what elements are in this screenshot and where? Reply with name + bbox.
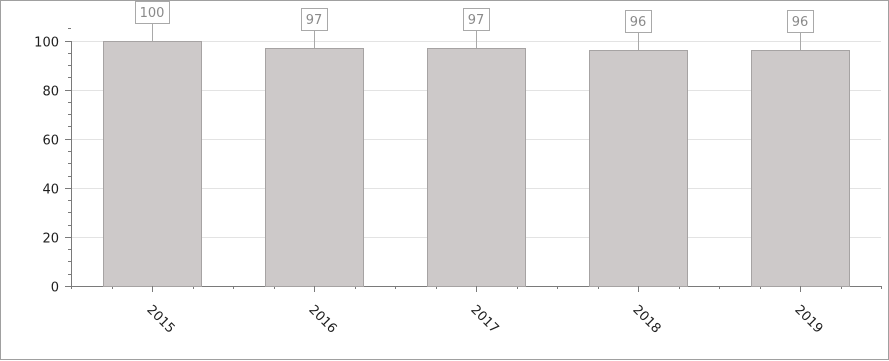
data-label-box [787,10,814,33]
y-tick-label: 40 [42,183,59,198]
x-tick-label: 2016 [305,303,339,337]
y-tick-label: 80 [42,85,59,100]
bar-2017 [427,48,526,287]
y-tick-label: 20 [42,232,59,247]
y-tick-label: 0 [51,281,59,296]
data-label: 97 [306,13,323,28]
bar-2018 [589,50,688,287]
data-label: 100 [140,6,165,21]
data-label: 96 [630,15,647,30]
x-tick-label: 2017 [467,303,501,337]
y-tick-label: 100 [34,36,59,51]
data-label: 97 [468,13,485,28]
y-tick-label: 60 [42,134,59,149]
x-tick-label: 2015 [143,303,177,337]
x-tick-label: 2019 [791,303,825,337]
bar-2019 [751,50,850,287]
bar-2016 [265,48,364,287]
x-tick-label: 2018 [629,303,663,337]
data-label-box [135,1,170,24]
data-label-box [463,8,490,31]
data-label-box [625,10,652,33]
data-label: 96 [792,15,809,30]
data-label-box [301,8,328,31]
bar-2015 [103,41,202,287]
